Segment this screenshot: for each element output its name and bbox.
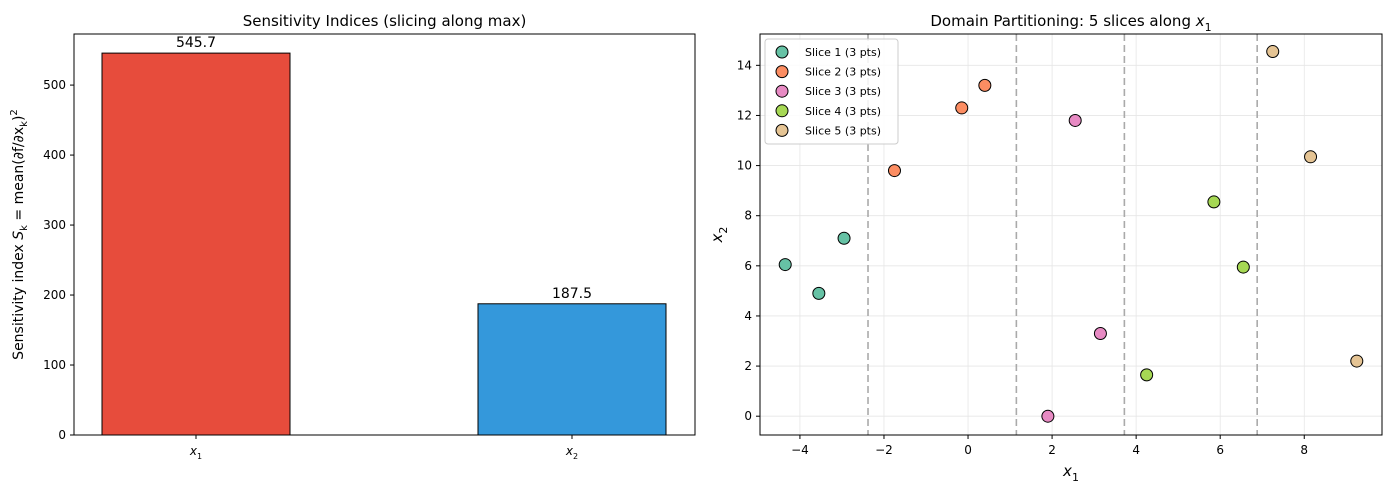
y-tick-label: 500 (43, 78, 66, 92)
legend-marker (775, 45, 789, 59)
scatter-point-slice-4 (1140, 368, 1154, 382)
x-tick-label: x1​ (189, 444, 202, 461)
scatter-point-slice-3 (1093, 326, 1107, 340)
y-tick-label: 6 (744, 259, 752, 273)
scatter-point-slice-3 (1068, 113, 1082, 127)
x-tick-label: 0 (964, 443, 972, 457)
scatter-point-slice-4 (1236, 260, 1250, 274)
y-tick-label: 100 (43, 358, 66, 372)
x-tick-label: 4 (1132, 443, 1140, 457)
x-tick-label: 8 (1300, 443, 1308, 457)
scatter-point-slice-4 (1207, 195, 1221, 209)
y-tick-label: 8 (744, 209, 752, 223)
scatter-point-slice-5 (1304, 150, 1318, 164)
x-axis-label: x1​ (1062, 462, 1079, 484)
legend-label: Slice 5 (3 pts) (805, 124, 881, 137)
plot-frame (73, 33, 696, 436)
y-tick-label: 0 (744, 409, 752, 423)
scatter-point-slice-5 (1350, 354, 1364, 368)
y-axis-label: x2​ (708, 227, 730, 244)
bar-value-label: 187.5 (552, 286, 592, 302)
sensitivity-bar-chart: Sensitivity Indices (slicing along max) 5… (9, 12, 696, 461)
legend-label: Slice 2 (3 pts) (805, 66, 881, 79)
scatter-point-slice-1 (837, 231, 851, 245)
x-tick-label: x2​ (565, 444, 578, 461)
y-tick-label: 4 (744, 309, 752, 323)
legend-marker (775, 104, 789, 118)
legend-label: Slice 1 (3 pts) (805, 46, 881, 59)
scatter-point-slice-2 (978, 78, 992, 92)
legend-label: Slice 3 (3 pts) (805, 85, 881, 98)
scatter-point-slice-2 (955, 101, 969, 115)
scatter-point-slice-1 (812, 286, 826, 300)
y-axis-label: Sensitivity index Sk = mean(∂f/∂xk)2 (9, 109, 30, 360)
y-tick-label: 400 (43, 148, 66, 162)
scatter-point-slice-1 (778, 258, 792, 272)
legend-marker (775, 84, 789, 98)
scatter-point-slice-2 (887, 164, 901, 178)
y-tick-label: 200 (43, 288, 66, 302)
bar-1 (101, 52, 291, 436)
x-tick-label: −4 (791, 443, 809, 457)
x-tick-label: 6 (1216, 443, 1224, 457)
scatter-point-slice-5 (1266, 45, 1280, 59)
chart-title: Domain Partitioning: 5 slices along x1​ (930, 12, 1211, 34)
x-tick-label: 2 (1048, 443, 1056, 457)
y-tick-label: 14 (737, 58, 752, 72)
legend: Slice 1 (3 pts) Slice 2 (3 pts) Slice 3 (3… (764, 38, 899, 145)
domain-partitioning-scatter: Domain Partitioning: 5 slices along x1​ −… (708, 12, 1383, 484)
y-tick-label: 300 (43, 218, 66, 232)
bar-value-label: 545.7 (176, 35, 216, 51)
scatter-point-slice-3 (1041, 409, 1055, 423)
legend-marker (775, 65, 789, 79)
legend-label: Slice 4 (3 pts) (805, 105, 881, 118)
y-tick-label: 12 (737, 108, 752, 122)
bar-2 (477, 303, 667, 436)
y-tick-label: 10 (737, 159, 752, 173)
legend-box (764, 38, 899, 145)
y-tick-label: 0 (58, 428, 66, 442)
legend-marker (775, 123, 789, 137)
y-tick-label: 2 (744, 359, 752, 373)
chart-title: Sensitivity Indices (slicing along max) (243, 12, 527, 30)
x-tick-label: −2 (875, 443, 893, 457)
plot-frame (759, 33, 1383, 436)
